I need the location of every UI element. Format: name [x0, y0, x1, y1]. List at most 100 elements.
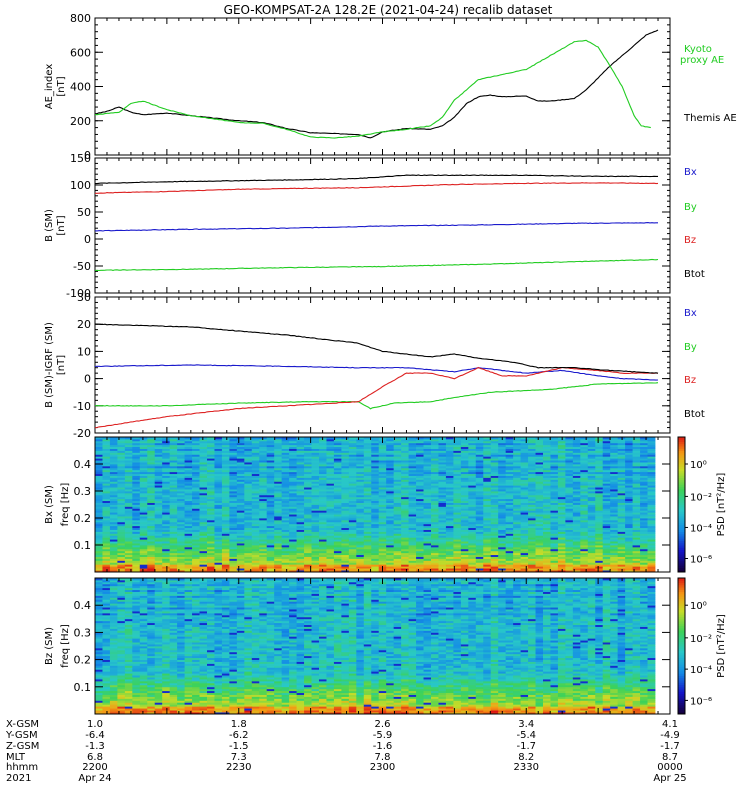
heatmap-cell: [251, 562, 260, 565]
heatmap-cell: [154, 467, 163, 471]
heatmap-cell: [393, 440, 402, 444]
heatmap-cell: [528, 570, 536, 573]
heatmap-cell: [475, 521, 484, 525]
heatmap-cell: [423, 568, 432, 571]
heatmap-cell: [401, 558, 409, 561]
heatmap-cell: [535, 556, 544, 559]
heatmap-cell: [468, 521, 477, 525]
heatmap-cell: [296, 444, 305, 448]
heatmap-cell: [192, 467, 200, 471]
heatmap-cell: [468, 539, 477, 542]
heatmap-cell: [445, 525, 454, 529]
heatmap-cell: [289, 437, 297, 440]
heatmap-cell: [214, 492, 223, 496]
heatmap-cell: [475, 558, 484, 561]
heatmap-cell: [498, 440, 507, 444]
heatmap-cell: [274, 437, 283, 440]
heatmap-cell: [281, 473, 290, 476]
heatmap-cell: [251, 452, 260, 455]
heatmap-cell: [520, 492, 529, 496]
heatmap-cell: [274, 527, 283, 530]
heatmap-cell: [132, 494, 141, 498]
heatmap-cell: [393, 560, 402, 563]
heatmap-cell: [423, 545, 432, 548]
heatmap-cell: [333, 556, 342, 559]
heatmap-cell: [416, 562, 424, 565]
heatmap-cell: [95, 554, 103, 557]
heatmap-cell: [266, 442, 275, 446]
heatmap-cell: [266, 467, 275, 471]
heatmap-cell: [199, 523, 208, 527]
heatmap-cell: [483, 456, 492, 459]
heatmap-cell: [535, 533, 544, 536]
heatmap-cell: [192, 452, 200, 455]
heatmap-cell: [475, 539, 484, 542]
heatmap-cell: [102, 545, 111, 548]
heatmap-cell: [266, 554, 275, 557]
heatmap-cell: [431, 483, 439, 486]
heatmap-cell: [505, 481, 514, 484]
heatmap-cell: [244, 481, 253, 484]
heatmap-cell: [475, 475, 484, 478]
heatmap-cell: [229, 454, 238, 457]
heatmap-cell: [304, 533, 312, 536]
heatmap-cell: [401, 533, 409, 536]
heatmap-cell: [445, 535, 454, 538]
heatmap-cell: [460, 552, 469, 556]
heatmap-cell: [154, 548, 163, 552]
heatmap-cell: [453, 437, 462, 440]
heatmap-cell: [251, 519, 260, 523]
heatmap-cell: [221, 460, 230, 463]
heatmap-cell: [416, 492, 424, 496]
heatmap-cell: [460, 568, 469, 571]
heatmap-cell: [192, 450, 200, 453]
heatmap-cell: [199, 444, 208, 448]
heatmap-cell: [296, 533, 305, 536]
heatmap-cell: [468, 510, 477, 513]
heatmap-cell: [251, 570, 260, 573]
heatmap-cell: [304, 444, 312, 448]
heatmap-cell: [505, 541, 514, 544]
heatmap-cell: [356, 506, 365, 509]
heatmap-cell: [154, 531, 163, 534]
heatmap-cell: [445, 533, 454, 536]
heatmap-cell: [95, 460, 103, 463]
heatmap-cell: [124, 502, 133, 505]
heatmap-cell: [289, 460, 297, 463]
heatmap-cell: [102, 558, 111, 561]
heatmap-cell: [490, 442, 499, 446]
heatmap-cell: [535, 521, 544, 525]
heatmap-cell: [192, 460, 200, 463]
heatmap-cell: [393, 460, 402, 463]
heatmap-cell: [214, 477, 223, 480]
heatmap-cell: [535, 518, 544, 521]
heatmap-cell: [431, 467, 439, 471]
heatmap-cell: [199, 450, 208, 453]
heatmap-cell: [184, 475, 193, 478]
heatmap-cell: [117, 437, 126, 440]
heatmap-cell: [550, 568, 559, 571]
heatmap-cell: [363, 516, 372, 519]
heatmap-cell: [341, 504, 350, 507]
heatmap-cell: [177, 541, 185, 544]
heatmap-cell: [169, 500, 178, 503]
heatmap-cell: [214, 473, 223, 476]
heatmap-cell: [289, 564, 297, 567]
heatmap-cell: [565, 460, 574, 463]
heatmap-cell: [535, 562, 544, 565]
heatmap-cell: [132, 444, 141, 448]
heatmap-cell: [266, 545, 275, 548]
heatmap-cell: [401, 483, 409, 486]
heatmap-cell: [386, 458, 395, 461]
heatmap-cell: [154, 506, 163, 509]
heatmap-cell: [221, 531, 230, 534]
heatmap-cell: [259, 552, 268, 556]
heatmap-cell: [528, 548, 536, 552]
heatmap-cell: [199, 506, 208, 509]
heatmap-cell: [154, 554, 163, 557]
heatmap-cell: [266, 487, 275, 490]
heatmap-cell: [147, 440, 156, 444]
heatmap-cell: [117, 545, 126, 548]
heatmap-cell: [341, 485, 350, 488]
heatmap-cell: [259, 496, 268, 500]
